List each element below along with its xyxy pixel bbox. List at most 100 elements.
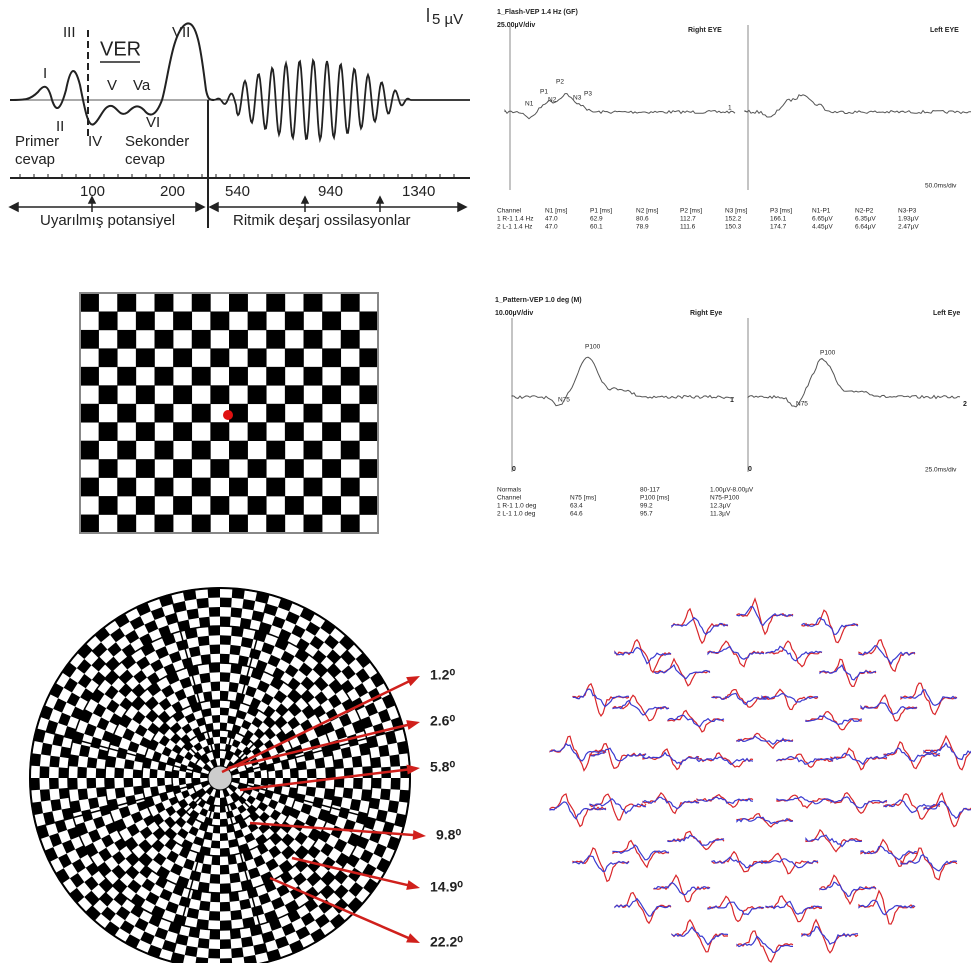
check: [285, 496, 304, 515]
check: [115, 788, 126, 799]
axis-label: 940: [318, 183, 343, 200]
table-header: N2-P2: [855, 208, 874, 215]
waveform: [806, 830, 862, 852]
table-cell: 47.0: [545, 216, 558, 223]
eccentricity-label: 5.8⁰: [430, 759, 455, 775]
check: [77, 767, 87, 778]
origin: 0: [748, 466, 752, 473]
check: [359, 496, 378, 515]
check: [201, 654, 211, 664]
check: [212, 715, 220, 723]
eye-label: Left EYE: [930, 27, 959, 34]
waveform: [672, 618, 728, 635]
label: cevap: [15, 151, 55, 168]
waveform: [712, 693, 768, 704]
check: [96, 768, 106, 778]
check: [210, 459, 229, 478]
check: [304, 367, 323, 386]
check: [179, 778, 186, 785]
peak: N1: [525, 101, 534, 108]
check: [192, 404, 211, 423]
peak: VII: [172, 24, 190, 41]
check: [209, 663, 220, 673]
check: [362, 766, 372, 778]
table-cell: 6.65µV: [812, 216, 833, 223]
check: [220, 635, 231, 645]
peak: III: [63, 24, 76, 41]
table-cell: 150.3: [725, 224, 742, 231]
check: [285, 422, 304, 441]
waveform: [573, 689, 629, 707]
table-header: N75 [ms]: [570, 495, 596, 502]
table-cell: 6.35µV: [855, 216, 876, 223]
check: [341, 441, 360, 460]
table-header: Channel: [497, 495, 522, 502]
check: [211, 682, 221, 692]
flash-vep-panel: 1_Flash-VEP 1.4 Hz (GF) 25.00µV/div Righ…: [497, 9, 959, 231]
check: [220, 672, 230, 682]
waveform: [777, 795, 833, 808]
check: [117, 330, 136, 349]
check: [322, 422, 341, 441]
check: [304, 515, 323, 534]
ver-title: VER: [100, 38, 141, 60]
check: [155, 441, 174, 460]
check: [285, 348, 304, 367]
arrow-head: [406, 676, 420, 686]
check: [30, 778, 40, 790]
check: [59, 767, 69, 778]
check: [173, 422, 192, 441]
table-header: N3-P3: [898, 208, 917, 215]
check: [211, 856, 220, 866]
check: [192, 441, 211, 460]
table-cell: 60.1: [590, 224, 603, 231]
check: [49, 756, 60, 768]
label: Primer: [15, 133, 59, 150]
waveform: [831, 748, 887, 769]
table-header: N2 [ms]: [636, 208, 659, 215]
table-cell: 1 R-1 1.4 Hz: [497, 216, 534, 223]
check: [371, 757, 382, 768]
check: [189, 927, 201, 938]
table-cell: 99.2: [640, 503, 653, 510]
table-cell: 2 L-1 1.4 Hz: [497, 224, 532, 231]
waveform: [901, 855, 957, 871]
check: [229, 892, 239, 902]
table-cell: 1 R-1 1.0 deg: [497, 503, 537, 510]
check: [133, 769, 143, 778]
check: [155, 478, 174, 497]
peak: IV: [88, 133, 102, 150]
check: [208, 588, 220, 598]
check: [285, 311, 304, 330]
check: [266, 515, 285, 534]
peak: P3: [584, 91, 592, 98]
check: [220, 598, 232, 608]
check: [210, 348, 229, 367]
check: [51, 799, 62, 811]
waveform: [820, 659, 876, 686]
waveform: [737, 931, 793, 962]
caption: Uyarılmış potansiyel: [40, 212, 175, 229]
waveform: [762, 689, 818, 709]
check: [136, 311, 155, 330]
waveform: [777, 797, 833, 804]
check: [136, 422, 155, 441]
check: [322, 348, 341, 367]
check: [285, 385, 304, 404]
check: [192, 367, 211, 386]
checkerboard: [80, 293, 378, 533]
check: [173, 348, 192, 367]
check: [210, 645, 221, 655]
check: [80, 293, 99, 312]
check: [117, 478, 136, 497]
check: [325, 767, 335, 778]
check: [266, 404, 285, 423]
check: [341, 404, 360, 423]
check: [266, 441, 285, 460]
check: [229, 293, 248, 312]
check: [315, 757, 326, 768]
check: [359, 385, 378, 404]
check: [99, 348, 118, 367]
check: [96, 787, 106, 797]
waveform: [766, 641, 822, 667]
